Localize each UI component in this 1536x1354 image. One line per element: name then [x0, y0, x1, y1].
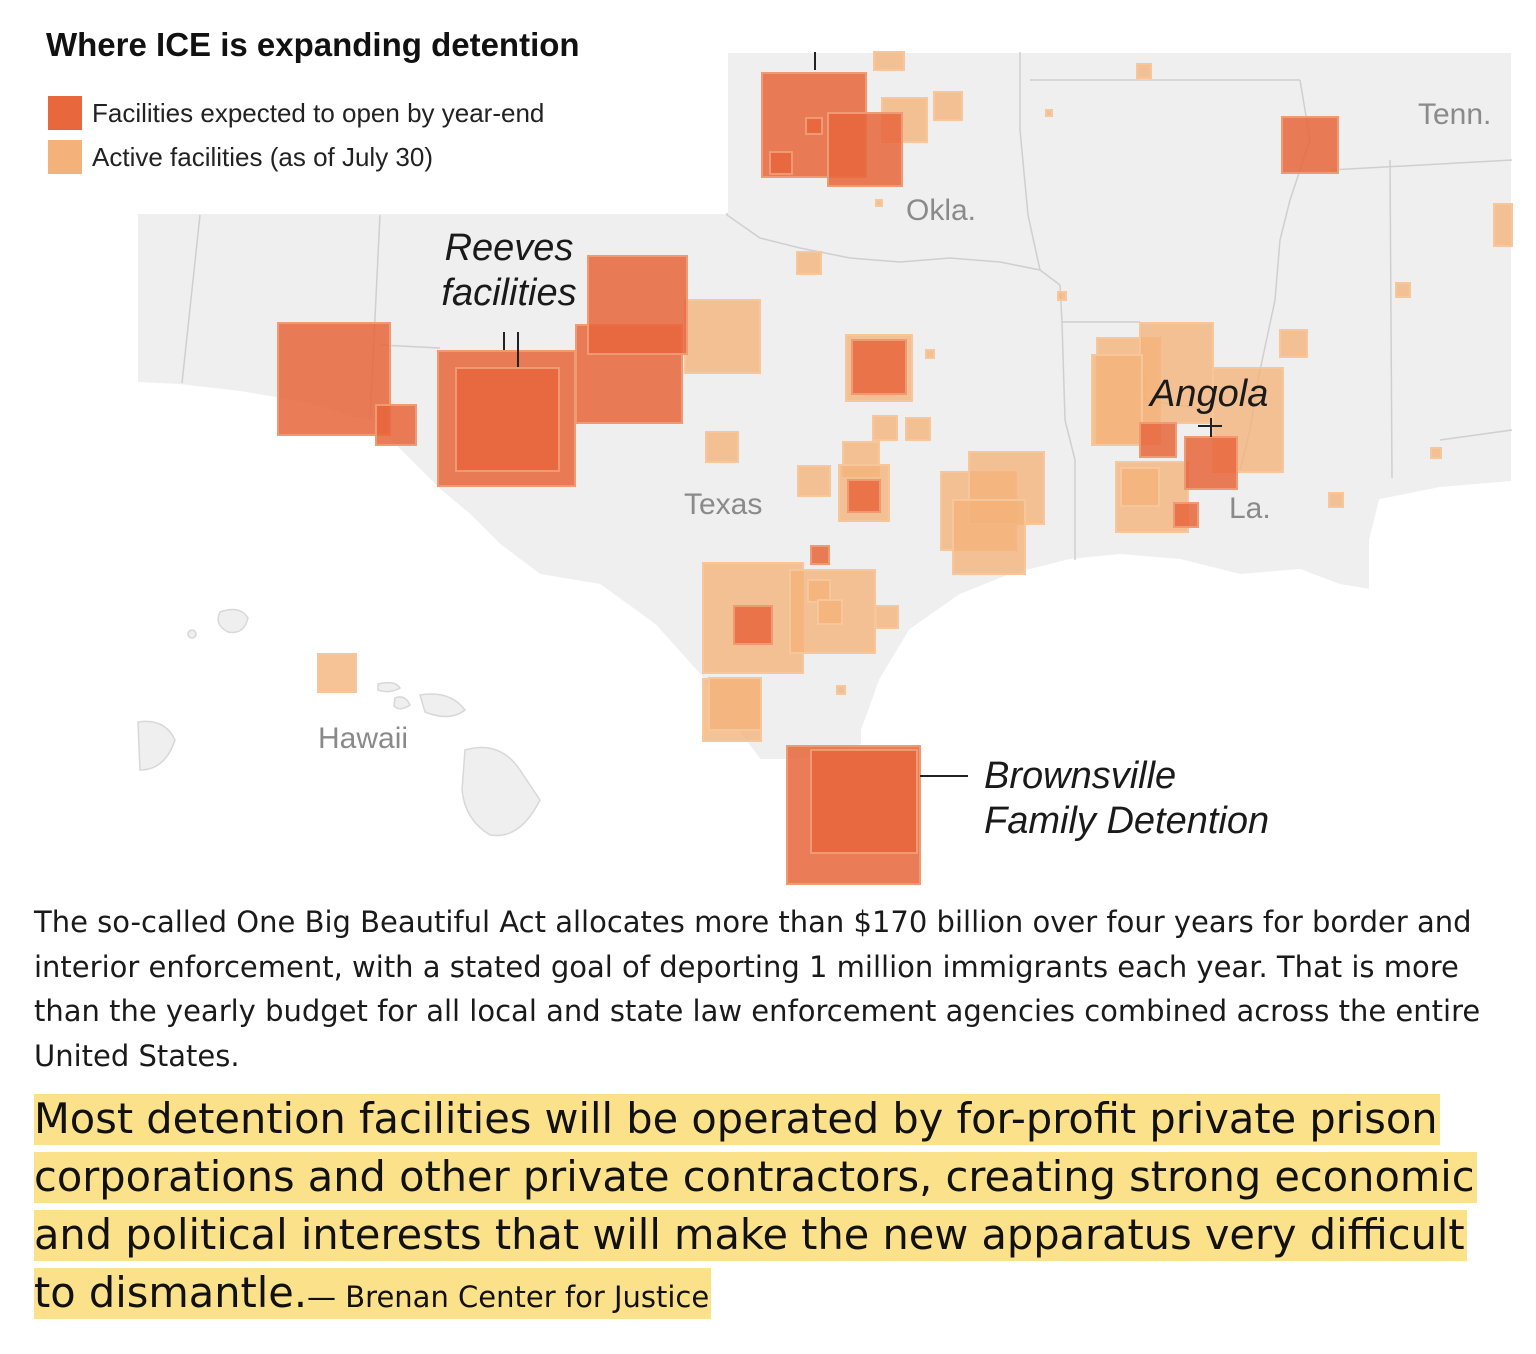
planned-facility	[827, 112, 903, 187]
active-facility	[1395, 282, 1411, 298]
pull-quote: Most detention facilities will be operat…	[34, 1090, 1504, 1326]
planned-facility	[733, 605, 773, 645]
active-facility	[952, 499, 1026, 575]
active-facilities	[317, 51, 1513, 742]
map-title: Where ICE is expanding detention	[46, 26, 580, 63]
callout-reeves-line1: Reeves	[444, 227, 574, 269]
active-facility	[705, 431, 739, 463]
planned-facility	[805, 117, 823, 135]
planned-facility	[1139, 422, 1177, 458]
active-facility	[1120, 467, 1160, 507]
planned-facility	[769, 151, 793, 175]
active-facility	[873, 51, 905, 71]
planned-facility	[1184, 436, 1238, 490]
legend-label-active: Active facilities (as of July 30)	[92, 141, 434, 172]
state-label-texas: Texas	[684, 488, 763, 521]
planned-facilities	[277, 72, 1339, 885]
callout-reeves: Reeves facilities	[428, 226, 590, 316]
active-facility	[796, 251, 822, 275]
article-paragraph: The so-called One Big Beautiful Act allo…	[34, 905, 1481, 1073]
state-label-la: La.	[1229, 492, 1271, 525]
planned-facility	[375, 404, 417, 446]
active-facility	[797, 465, 831, 497]
callout-brownsville: Brownsville Family Detention	[984, 754, 1269, 844]
callout-brownsville-line1: Brownsville	[984, 755, 1177, 797]
callout-brownsville-line2: Family Detention	[984, 800, 1270, 842]
quote-text: Most detention facilities will be operat…	[34, 1094, 1475, 1317]
active-facility	[708, 677, 762, 731]
legend-swatch-planned	[48, 96, 82, 130]
legend-item-planned: Facilities expected to open by year-end	[48, 96, 544, 130]
planned-facility	[277, 322, 391, 436]
active-facility	[905, 417, 931, 441]
active-facility	[1091, 354, 1143, 446]
planned-facility	[851, 339, 907, 395]
quote-highlight: Most detention facilities will be operat…	[34, 1094, 1477, 1319]
active-facility	[925, 349, 935, 359]
active-facility	[836, 685, 846, 695]
active-facility	[817, 599, 843, 625]
active-facility	[1493, 203, 1513, 247]
planned-facility	[810, 749, 918, 854]
active-facility	[1136, 63, 1152, 79]
detention-map	[136, 51, 1513, 885]
state-label-tenn: Tenn.	[1418, 98, 1492, 131]
active-facility	[1279, 329, 1308, 358]
legend-swatch-active	[48, 140, 82, 174]
state-label-hawaii: Hawaii	[318, 722, 409, 755]
legend-label-planned: Facilities expected to open by year-end	[92, 97, 545, 128]
quote-attribution: — Brenan Center for Justice	[307, 1280, 710, 1314]
callout-angola: Angola	[1150, 373, 1269, 415]
planned-facility	[847, 479, 881, 513]
legend-item-active: Active facilities (as of July 30)	[48, 140, 433, 174]
planned-facility	[455, 367, 560, 472]
active-facility	[1430, 447, 1442, 459]
active-facility	[933, 91, 963, 121]
planned-facility	[1281, 116, 1339, 174]
active-facility	[807, 579, 831, 603]
planned-facility	[587, 255, 688, 355]
hawaii-islands	[137, 608, 541, 837]
active-facility	[1328, 492, 1344, 508]
active-facility	[317, 653, 357, 693]
active-facility	[684, 299, 761, 374]
active-facility	[1057, 291, 1067, 301]
callout-reeves-line2: facilities	[441, 272, 577, 314]
active-facility	[875, 199, 883, 207]
active-facility	[1045, 109, 1053, 117]
active-facility	[872, 415, 898, 441]
state-label-okla: Okla.	[906, 194, 977, 227]
leader-lines	[503, 52, 1222, 777]
planned-facility	[810, 545, 830, 565]
planned-facility	[1173, 502, 1199, 528]
active-facility	[875, 605, 899, 629]
